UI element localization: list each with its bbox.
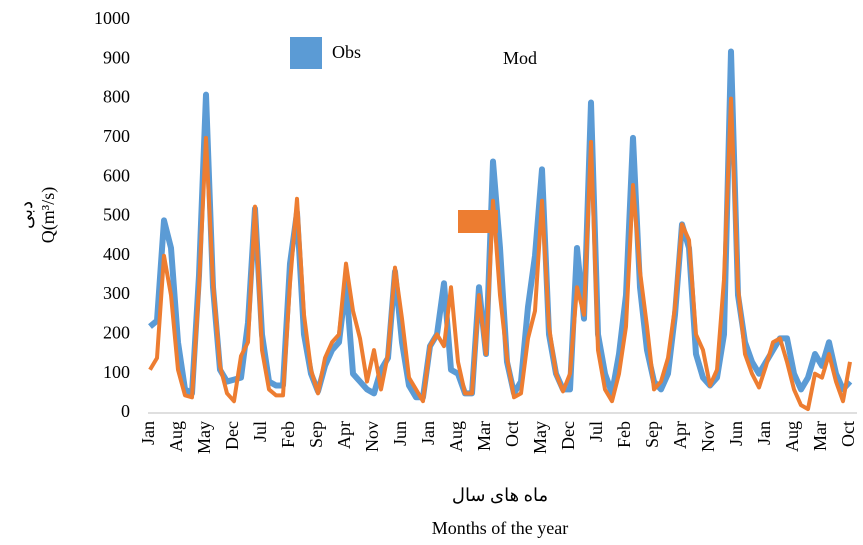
y-tick-label: 600 — [103, 165, 130, 185]
x-tick-label: Aug — [166, 421, 186, 452]
x-tick-label: Mar — [474, 421, 494, 451]
x-tick-label: Apr — [334, 421, 354, 449]
x-axis-title: ماه های سال — [452, 485, 548, 505]
x-tick-label: Feb — [614, 421, 634, 448]
y-tick-label: 400 — [103, 244, 130, 264]
x-tick-label: Jan — [418, 421, 438, 445]
x-tick-label: Dec — [222, 421, 242, 450]
y-tick-label: 300 — [103, 283, 130, 303]
x-tick-label: Dec — [558, 421, 578, 450]
y-tick-label: 200 — [103, 323, 130, 343]
legend-label: Obs — [332, 42, 361, 62]
x-tick-label: Oct — [838, 421, 858, 447]
legend-label: Mod — [503, 48, 537, 68]
x-tick-label: Apr — [670, 421, 690, 449]
x-tick-label: May — [194, 421, 214, 454]
x-tick-label: Jul — [586, 421, 606, 442]
x-tick-label: Aug — [782, 421, 802, 452]
x-tick-label: Oct — [502, 421, 522, 447]
y-tick-label: 500 — [103, 205, 130, 225]
y-tick-label: 0 — [121, 401, 130, 421]
series-line — [148, 96, 852, 412]
x-tick-label: Jan — [754, 421, 774, 445]
x-tick-label: Jan — [138, 421, 158, 445]
y-tick-label: 900 — [103, 47, 130, 67]
legend-swatch — [458, 210, 498, 233]
y-axis-title: Q(m³/s) — [38, 187, 59, 243]
x-tick-label: Feb — [278, 421, 298, 448]
x-tick-label: Jun — [390, 421, 410, 446]
x-tick-label: Sep — [642, 421, 662, 448]
y-axis-title: دبی — [16, 201, 36, 229]
x-tick-label: Jun — [726, 421, 746, 446]
x-tick-label: Mar — [810, 421, 830, 451]
y-tick-label: 1000 — [94, 8, 130, 28]
x-tick-label: Aug — [446, 421, 466, 452]
legend-swatch — [290, 37, 322, 69]
y-tick-label: 100 — [103, 362, 130, 382]
x-tick-label: Jul — [250, 421, 270, 442]
y-tick-label: 800 — [103, 87, 130, 107]
x-axis-title: Months of the year — [432, 518, 568, 538]
y-tick-label: 700 — [103, 126, 130, 146]
x-tick-label: Sep — [306, 421, 326, 448]
x-tick-label: May — [530, 421, 550, 454]
x-tick-label: Nov — [362, 421, 382, 452]
x-tick-label: Nov — [698, 421, 718, 452]
